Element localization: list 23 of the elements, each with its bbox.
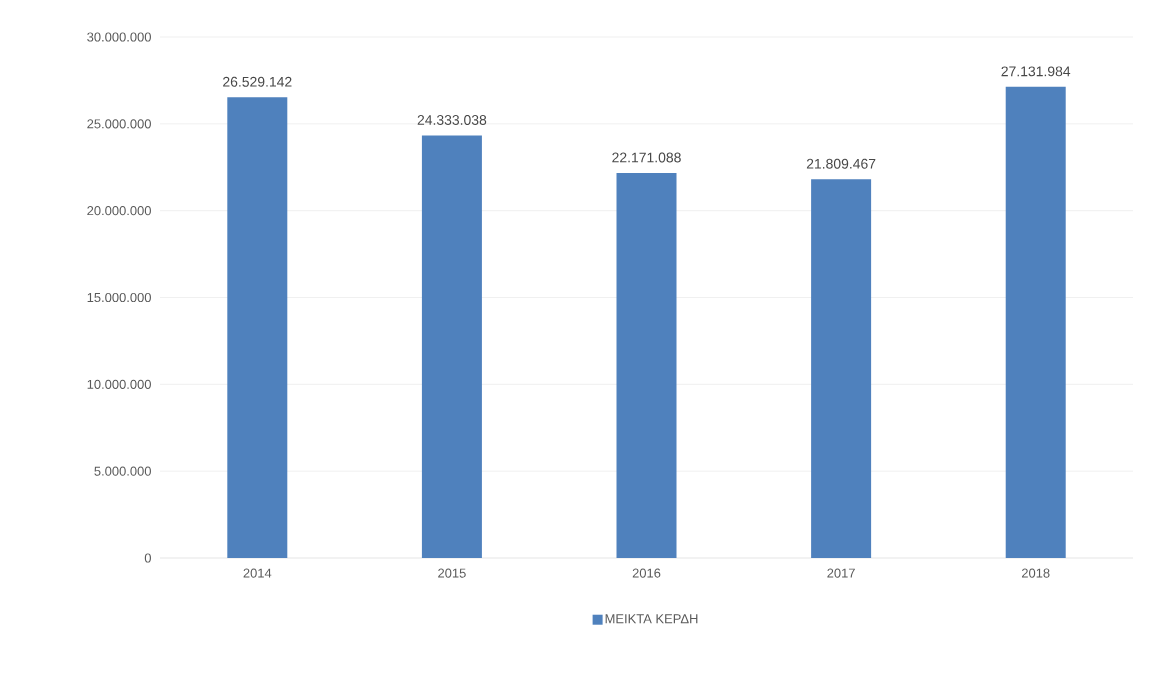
bar <box>227 97 288 558</box>
data-label: 22.171.088 <box>612 152 681 163</box>
data-label: 24.333.038 <box>417 115 487 125</box>
x-tick-label: 2017 <box>827 568 855 578</box>
bar <box>616 172 677 558</box>
data-label: 26.529.142 <box>223 76 292 87</box>
data-label: 21.809.467 <box>806 158 876 169</box>
bar <box>1005 86 1066 558</box>
y-tick-label: 10.000.000 <box>87 379 151 389</box>
x-tick-label: 2014 <box>243 568 272 578</box>
y-tick-label: 30.000.000 <box>87 32 151 42</box>
bar <box>811 179 872 558</box>
y-tick-label: 25.000.000 <box>87 119 151 129</box>
y-tick-label: 15.000.000 <box>87 292 151 303</box>
data-label: 27.131.984 <box>1001 66 1071 77</box>
legend-label: ΜΕΙΚΤΑ ΚΕΡΔΗ <box>605 614 698 624</box>
y-tick-label: 0 <box>144 553 151 563</box>
x-tick-label: 2018 <box>1021 568 1050 578</box>
bar <box>421 135 482 558</box>
y-tick-label: 5.000.000 <box>94 466 151 476</box>
x-tick-label: 2016 <box>632 568 661 578</box>
y-tick-label: 20.000.000 <box>87 206 151 216</box>
x-tick-label: 2015 <box>438 568 466 578</box>
